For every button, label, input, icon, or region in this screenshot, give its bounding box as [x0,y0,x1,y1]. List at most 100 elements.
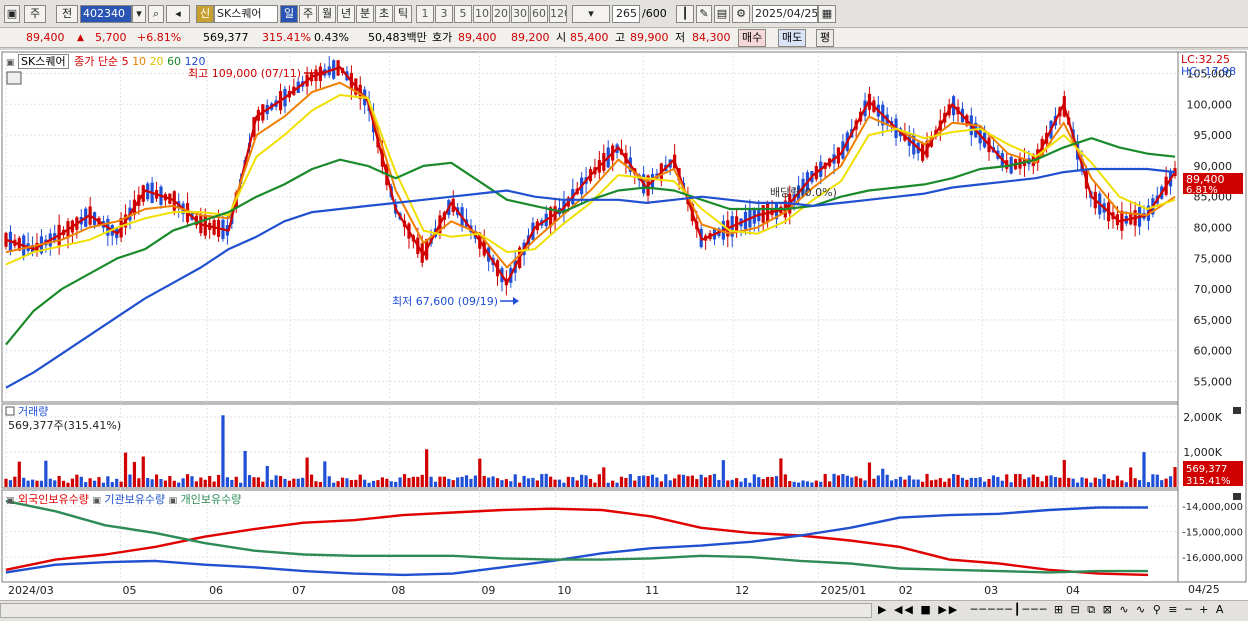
volume-bar [1058,477,1062,487]
minute-step-20[interactable]: 20 [492,5,510,23]
volume-bar [1124,482,1128,487]
stop-icon[interactable]: ■ [920,603,933,616]
legend-settings-icon[interactable]: ▣ [6,58,15,68]
period-tab-2[interactable]: 월 [318,5,336,23]
volume-tick-label: 1,000K [1183,446,1222,459]
minute-step-60[interactable]: 60 [530,5,548,23]
holdings-settings-icon-3[interactable]: ▣ [168,496,178,506]
volume-bar [513,474,517,487]
volume-bar [433,481,438,487]
volume-bar [721,460,725,487]
volume-bar [146,477,150,487]
sound-icon[interactable]: ◂ [166,5,190,23]
zoom-out-icon[interactable]: ─ [1185,603,1194,616]
minute-step-30[interactable]: 30 [511,5,529,23]
period-tab-5[interactable]: 초 [375,5,393,23]
eval-button[interactable]: 평 [816,29,835,47]
volume-bar [252,477,256,487]
stock-name-field[interactable]: SK스퀘어 [214,5,278,23]
volume-bar [921,481,925,487]
legend-stock-name[interactable]: SK스퀘어 [18,54,69,69]
window-menu-icon[interactable]: ▣ [4,5,20,23]
stock-code-input[interactable]: 402340 [80,5,132,23]
save-icon[interactable]: ▤ [714,5,730,23]
zoom-in-icon[interactable]: + [1199,603,1211,616]
volume-bar [1067,477,1071,487]
price-tick-label: 75,000 [1194,252,1233,265]
x-axis-last-date: 04/25 [1188,583,1220,596]
legend-ma10[interactable]: 10 [132,55,147,68]
volume-bar [429,476,433,487]
volume-bar [460,476,464,487]
volume-bar [859,478,863,487]
indicator-table-icon[interactable] [6,71,22,85]
period-tab-6[interactable]: 틱 [394,5,412,23]
volume-bar [571,477,575,487]
holdings-settings-icon[interactable]: ▣ [6,496,15,506]
volume-bar [743,478,748,487]
volume-bar [735,478,739,487]
bid-ask-label: 호가 [432,31,453,44]
search-icon[interactable]: ⌕ [148,5,164,23]
legend-institution[interactable]: 기관보유수량 [104,493,166,506]
chart-scrollbar[interactable] [0,603,872,618]
volume-bar [154,474,159,487]
volume-bar [92,480,97,487]
volume-bar [987,478,991,487]
legend-ma120[interactable]: 120 [184,55,206,68]
settings-gear-icon[interactable]: ⚙ [732,5,750,23]
volume-bar [1106,478,1111,487]
volume-bar [327,476,331,487]
x-tick-label: 03 [984,584,998,597]
volume-bar [876,475,880,487]
volume-bar [1018,474,1022,487]
legend-ma20[interactable]: 20 [149,55,164,68]
volume-bar [752,474,756,487]
minute-step-120[interactable]: 120 [549,5,567,23]
candle-type-icon[interactable]: ┃ [676,5,694,23]
legend-foreign[interactable]: 외국인보유수량 [18,493,89,506]
volume-bar [473,475,477,487]
buy-button[interactable]: 매수 [738,29,767,47]
legend-ma5[interactable]: 5 [121,55,129,68]
fast-forward-icon[interactable]: ▶▶ [938,603,960,616]
date-input[interactable]: 2025/04/25 [752,5,818,23]
period-tab-0[interactable]: 일 [280,5,298,23]
minute-step-3[interactable]: 3 [435,5,453,23]
rewind-icon[interactable]: ◀◀ [893,603,915,616]
zoom-slider[interactable]: ─────┃─── [970,603,1049,616]
market-select[interactable]: 주 [24,5,46,23]
period-tab-1[interactable]: 주 [299,5,317,23]
scope-select[interactable]: 전 [56,5,78,23]
period-tab-4[interactable]: 분 [356,5,374,23]
volume-bar [35,480,39,487]
count-input[interactable]: 265 [612,5,640,23]
volume-panel-close-icon[interactable] [1233,407,1241,414]
chart-tools-icon[interactable]: ⊞ ⊟ ⧉ ⊠ ∿ ∿ ⚲ ≡ [1053,603,1180,616]
minute-step-1[interactable]: 1 [416,5,434,23]
scroll-right-icon[interactable]: ▶ [878,603,889,616]
x-tick-label: 04 [1066,584,1080,597]
volume-settings-icon[interactable] [5,406,15,416]
legend-ma60[interactable]: 60 [167,55,182,68]
holdings-settings-icon-2[interactable]: ▣ [92,496,101,506]
sell-button[interactable]: 매도 [778,29,807,47]
calendar-icon[interactable]: ▦ [818,5,836,23]
code-dropdown-icon[interactable]: ▾ [132,5,146,23]
volume-bar [451,480,455,487]
legend-individual[interactable]: 개인보유수량 [180,493,242,506]
minute-step-5[interactable]: 5 [454,5,472,23]
auto-fit-icon[interactable]: A [1215,603,1226,616]
period-tab-3[interactable]: 년 [337,5,355,23]
draw-tool-icon[interactable]: ✎ [696,5,712,23]
volume-bar [664,474,668,487]
holdings-panel-close-icon[interactable] [1233,493,1241,500]
minute-step-10[interactable]: 10 [473,5,491,23]
step-dropdown[interactable]: ▾ [572,5,610,23]
stock-chart[interactable]: 2024/03 05 06 07 08 09 10 11 12 2025/01 02 03 04 105… [0,50,1248,600]
volume-bar [22,477,26,487]
volume-bar [797,482,801,487]
volume-bar [274,475,278,487]
volume-bar [1084,478,1089,487]
volume-bar [389,481,393,487]
